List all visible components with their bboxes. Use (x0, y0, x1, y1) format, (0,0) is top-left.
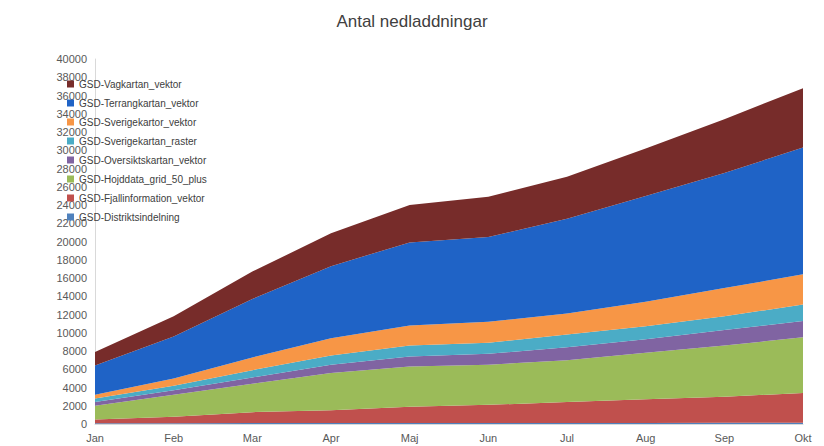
svg-text:12000: 12000 (56, 309, 87, 321)
svg-text:32000: 32000 (56, 126, 87, 138)
svg-text:2000: 2000 (63, 400, 87, 412)
svg-text:Aug: Aug (636, 432, 656, 444)
svg-text:40000: 40000 (56, 53, 87, 65)
svg-text:24000: 24000 (56, 199, 87, 211)
svg-text:16000: 16000 (56, 272, 87, 284)
svg-text:Mar: Mar (243, 432, 262, 444)
svg-text:GSD-Oversiktskartan_vektor: GSD-Oversiktskartan_vektor (79, 155, 207, 166)
svg-text:6000: 6000 (63, 363, 87, 375)
svg-text:Jul: Jul (560, 432, 574, 444)
svg-text:Antal nedladdningar: Antal nedladdningar (336, 12, 488, 31)
svg-text:Apr: Apr (322, 432, 339, 444)
svg-text:20000: 20000 (56, 236, 87, 248)
svg-text:Sep: Sep (715, 432, 735, 444)
svg-text:Jun: Jun (479, 432, 497, 444)
svg-text:Okt: Okt (794, 432, 811, 444)
svg-text:GSD-Sverigekartan_raster: GSD-Sverigekartan_raster (79, 136, 197, 147)
svg-text:Feb: Feb (164, 432, 183, 444)
svg-text:8000: 8000 (63, 345, 87, 357)
svg-text:GSD-Sverigekartor_vektor: GSD-Sverigekartor_vektor (79, 117, 197, 128)
svg-text:GSD-Terrangkartan_vektor: GSD-Terrangkartan_vektor (79, 98, 199, 109)
svg-text:18000: 18000 (56, 254, 87, 266)
svg-text:14000: 14000 (56, 290, 87, 302)
svg-text:36000: 36000 (56, 89, 87, 102)
svg-text:GSD-Fjallinformation_vektor: GSD-Fjallinformation_vektor (79, 193, 205, 204)
svg-text:GSD-Hojddata_grid_50_plus: GSD-Hojddata_grid_50_plus (79, 174, 207, 185)
svg-text:10000: 10000 (56, 327, 87, 339)
svg-text:Jan: Jan (86, 432, 104, 444)
svg-text:GSD-Vagkartan_vektor: GSD-Vagkartan_vektor (79, 79, 182, 90)
svg-text:28000: 28000 (56, 162, 87, 175)
svg-text:38000: 38000 (56, 71, 87, 84)
svg-text:GSD-Distriktsindelning: GSD-Distriktsindelning (79, 212, 180, 223)
svg-text:22000: 22000 (56, 217, 87, 230)
svg-text:30000: 30000 (56, 144, 87, 157)
svg-text:0: 0 (81, 418, 87, 430)
svg-text:4000: 4000 (63, 382, 87, 394)
svg-text:34000: 34000 (56, 107, 87, 120)
svg-text:Maj: Maj (401, 432, 419, 444)
svg-text:26000: 26000 (56, 180, 87, 193)
